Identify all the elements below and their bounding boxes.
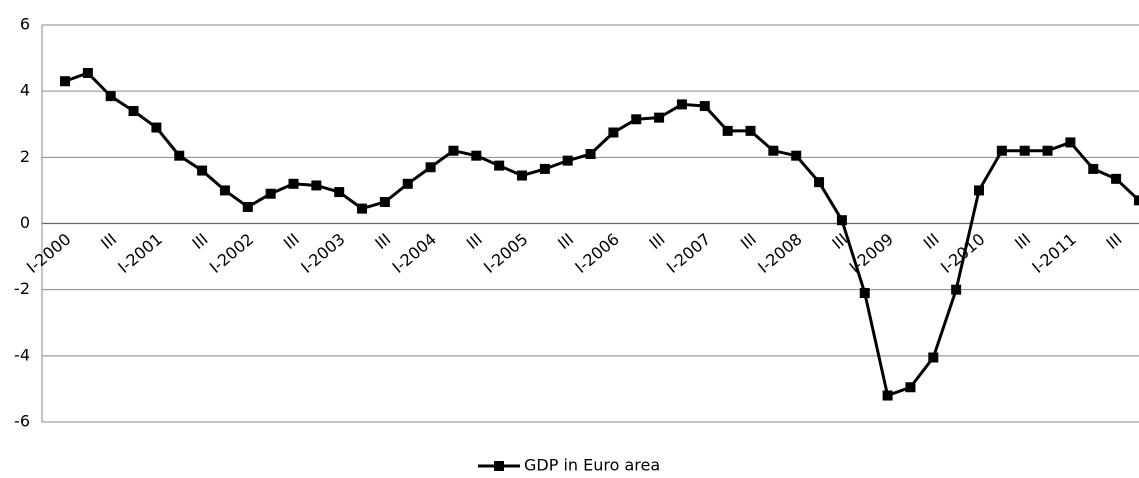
point-marker bbox=[676, 99, 687, 110]
x-tick-label: III bbox=[737, 229, 760, 253]
point-marker bbox=[60, 76, 70, 87]
point-marker bbox=[791, 150, 802, 161]
point-marker bbox=[174, 150, 185, 161]
x-tick-label: III bbox=[554, 229, 577, 253]
point-marker bbox=[608, 127, 619, 138]
x-tick-label: III bbox=[1011, 229, 1034, 253]
legend-marker bbox=[494, 461, 504, 471]
x-tick-label: III bbox=[646, 229, 669, 253]
point-marker bbox=[425, 162, 436, 173]
point-marker bbox=[1019, 145, 1030, 156]
point-marker bbox=[836, 215, 847, 226]
x-tick-label: I-2010 bbox=[937, 229, 988, 276]
x-tick-label: I-2006 bbox=[571, 229, 622, 276]
point-marker bbox=[699, 101, 710, 112]
point-marker bbox=[357, 203, 368, 214]
y-tick-label: -2 bbox=[14, 279, 30, 298]
point-marker bbox=[974, 185, 984, 196]
y-tick-label: -4 bbox=[14, 345, 30, 364]
x-tick-label: I-2008 bbox=[754, 229, 805, 276]
point-marker bbox=[859, 287, 870, 298]
point-marker bbox=[494, 160, 505, 171]
point-marker bbox=[585, 149, 596, 160]
x-tick-label: III bbox=[920, 229, 943, 253]
point-marker bbox=[265, 188, 276, 199]
point-marker bbox=[517, 170, 527, 181]
point-marker bbox=[128, 106, 139, 117]
x-tick-label: I-2000 bbox=[23, 229, 74, 276]
point-marker bbox=[1065, 137, 1076, 148]
point-marker bbox=[1111, 173, 1122, 184]
point-marker bbox=[402, 178, 413, 189]
point-marker bbox=[334, 187, 345, 198]
x-tick-label: I-2001 bbox=[114, 229, 165, 276]
x-tick-label: I-2004 bbox=[389, 229, 440, 276]
point-marker bbox=[996, 145, 1007, 156]
point-marker bbox=[448, 145, 459, 156]
point-marker bbox=[722, 125, 733, 136]
point-marker bbox=[631, 114, 642, 125]
point-marker bbox=[197, 165, 208, 176]
x-tick-label: I-2007 bbox=[663, 229, 714, 276]
y-tick-label: 4 bbox=[20, 81, 30, 100]
y-tick-label: 6 bbox=[20, 15, 30, 34]
point-marker bbox=[882, 390, 893, 401]
x-tick-label: III bbox=[97, 229, 120, 253]
y-tick-label: 2 bbox=[20, 147, 30, 166]
point-marker bbox=[654, 112, 665, 123]
point-marker bbox=[242, 201, 253, 212]
point-marker bbox=[471, 150, 482, 161]
point-marker bbox=[1133, 195, 1139, 206]
point-marker bbox=[562, 155, 573, 166]
x-tick-label: I-2002 bbox=[206, 229, 257, 276]
point-marker bbox=[151, 122, 162, 133]
y-tick-label: -6 bbox=[14, 412, 30, 431]
point-marker bbox=[768, 145, 779, 156]
point-marker bbox=[1042, 145, 1053, 156]
x-tick-label: I-2003 bbox=[297, 229, 348, 276]
point-marker bbox=[951, 284, 962, 295]
point-marker bbox=[288, 178, 299, 189]
point-marker bbox=[905, 382, 916, 393]
x-tick-label: III bbox=[1103, 229, 1126, 253]
legend-label: GDP in Euro area bbox=[524, 456, 660, 475]
x-tick-label: I-2011 bbox=[1028, 229, 1079, 276]
point-marker bbox=[105, 91, 116, 102]
point-marker bbox=[379, 196, 390, 207]
x-tick-label: III bbox=[463, 229, 486, 253]
x-tick-label: III bbox=[371, 229, 394, 253]
point-marker bbox=[82, 67, 93, 78]
point-marker bbox=[814, 177, 825, 188]
x-tick-label: III bbox=[189, 229, 212, 253]
point-marker bbox=[219, 185, 230, 196]
point-marker bbox=[1088, 163, 1099, 174]
x-tick-label: I-2005 bbox=[480, 229, 531, 276]
point-marker bbox=[928, 352, 939, 363]
y-tick-label: 0 bbox=[20, 213, 30, 232]
x-tick-label: III bbox=[280, 229, 303, 253]
point-marker bbox=[745, 125, 756, 136]
point-marker bbox=[311, 180, 322, 191]
point-marker bbox=[539, 163, 550, 174]
